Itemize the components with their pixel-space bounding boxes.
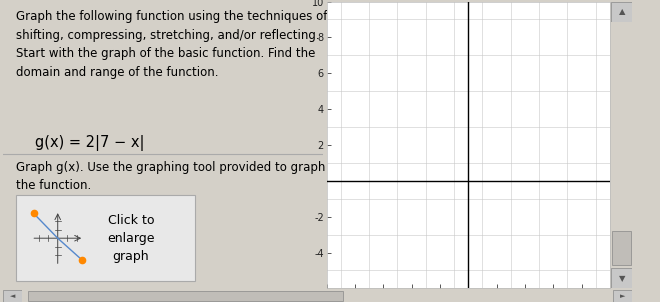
Text: g(x) = 2|7 − x|: g(x) = 2|7 − x| [35,135,145,151]
Bar [28,291,343,301]
Text: ◄: ◄ [10,293,15,299]
Text: ▼: ▼ [618,274,625,283]
Bar [611,2,632,21]
Text: Click to
enlarge
graph: Click to enlarge graph [107,214,154,263]
Bar [16,195,195,281]
Bar [3,290,22,302]
Text: ▲: ▲ [618,7,625,16]
Bar [613,290,632,302]
Bar [611,268,632,288]
Text: Graph the following function using the techniques of
shifting, compressing, stre: Graph the following function using the t… [16,10,327,79]
Text: ►: ► [620,293,626,299]
Bar [611,22,632,268]
Text: Graph g(x). Use the graphing tool provided to graph
the function.: Graph g(x). Use the graphing tool provid… [16,161,325,192]
Bar [612,231,631,265]
